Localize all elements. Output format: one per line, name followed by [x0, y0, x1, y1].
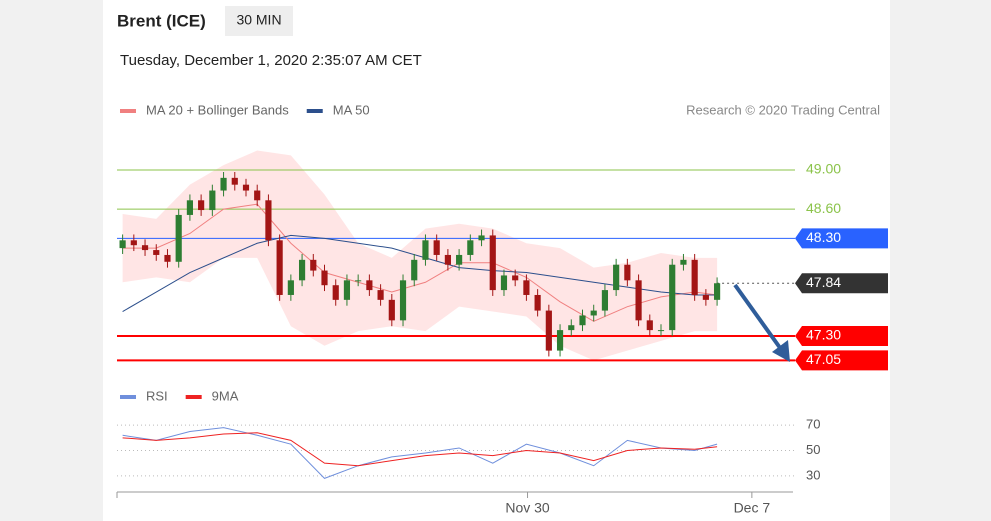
candle-body	[669, 264, 676, 331]
candle-body	[343, 280, 351, 300]
rsi-line	[122, 432, 718, 467]
candle-body	[310, 259, 317, 271]
level-label: 47.84	[806, 274, 841, 290]
candle-body	[332, 285, 339, 300]
candle-body	[355, 280, 362, 282]
candle-body	[534, 294, 541, 311]
level-label: 49.00	[806, 161, 841, 177]
candle-body	[298, 259, 306, 281]
legend-swatch	[120, 109, 136, 113]
candle-body	[377, 290, 384, 300]
candle-body	[456, 254, 463, 265]
interval: 30 MIN	[236, 12, 281, 28]
candle-body	[321, 270, 328, 286]
legend-label: RSI	[146, 388, 168, 403]
candle-body	[691, 259, 698, 295]
candle-body	[276, 240, 283, 295]
candle-body	[702, 294, 709, 300]
candle-body	[164, 254, 171, 262]
forecast-arrow	[733, 283, 785, 354]
level-label-box	[795, 273, 888, 294]
x-tick-label: Nov 30	[505, 500, 550, 516]
candle-body	[467, 240, 474, 255]
legend-swatch	[306, 109, 323, 113]
candle-body	[254, 190, 261, 201]
level-label: 48.30	[806, 229, 841, 245]
candle-body	[613, 264, 620, 291]
datetime: Tuesday, December 1, 2020 2:35:07 AM CET	[120, 52, 422, 69]
legend-swatch	[120, 395, 136, 399]
candle-body	[399, 280, 407, 321]
candle-body	[635, 280, 642, 321]
candle-body	[175, 214, 182, 262]
legend-label: MA 50	[333, 102, 370, 117]
level-label-box	[795, 228, 888, 249]
candle-body	[366, 280, 373, 291]
candle-body	[646, 320, 653, 331]
candle-body	[680, 259, 687, 265]
candle-body	[579, 315, 586, 326]
candle-body	[556, 330, 564, 351]
interval-badge	[225, 6, 293, 36]
candle-body	[601, 290, 609, 311]
candle-body	[153, 250, 160, 255]
ma-line	[122, 203, 718, 322]
legend-swatch	[185, 395, 202, 399]
candle-body	[287, 280, 294, 295]
candle-body	[209, 190, 216, 211]
rsi-tick-label: 30	[806, 467, 820, 482]
candle-body	[444, 254, 451, 265]
candle-body	[545, 310, 552, 351]
candle-body	[242, 184, 250, 191]
level-label: 47.05	[806, 351, 841, 367]
candle-body	[220, 177, 227, 191]
rsi-line	[122, 427, 718, 479]
level-label-box	[795, 325, 888, 346]
instrument-title: Brent (ICE)	[117, 11, 206, 30]
candle-body	[624, 264, 631, 281]
candle-body	[198, 200, 205, 211]
forecast-arrow-head	[772, 340, 790, 362]
candle-body	[130, 240, 137, 246]
candle-body	[388, 299, 395, 321]
candle-body	[657, 330, 665, 332]
candle-body	[119, 240, 126, 249]
candle-body	[186, 200, 193, 215]
candle-body	[433, 240, 440, 255]
candle-body	[478, 235, 485, 241]
candle-body	[500, 275, 508, 291]
candle-body	[422, 240, 429, 260]
candle-body	[141, 245, 149, 251]
candle-body	[512, 275, 519, 281]
rsi-tick-label: 70	[806, 417, 820, 432]
candle-body	[231, 177, 238, 185]
legend-label: 9MA	[212, 388, 239, 403]
level-label: 48.60	[806, 200, 841, 216]
rsi-tick-label: 50	[806, 442, 820, 457]
candle-body	[568, 325, 575, 331]
credit: Research © 2020 Trading Central	[686, 102, 880, 117]
candle-body	[714, 283, 721, 300]
candle-body	[523, 280, 530, 295]
candle-body	[489, 235, 496, 291]
candle-body	[590, 310, 597, 316]
x-tick-label: Dec 7	[734, 500, 771, 516]
legend-label: MA 20 + Bollinger Bands	[146, 102, 289, 117]
level-label: 47.30	[806, 327, 841, 343]
candle-body	[411, 259, 418, 281]
candle-body	[265, 200, 272, 241]
level-label-box	[795, 350, 888, 371]
